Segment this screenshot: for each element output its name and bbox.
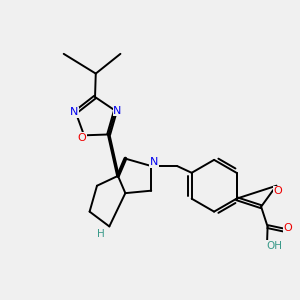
Text: O: O <box>284 223 292 233</box>
Text: O: O <box>77 133 86 143</box>
Text: N: N <box>113 106 122 116</box>
Text: H: H <box>97 229 105 239</box>
Text: N: N <box>70 107 78 117</box>
Text: OH: OH <box>266 241 282 251</box>
Text: O: O <box>273 186 282 196</box>
Text: N: N <box>150 157 158 167</box>
